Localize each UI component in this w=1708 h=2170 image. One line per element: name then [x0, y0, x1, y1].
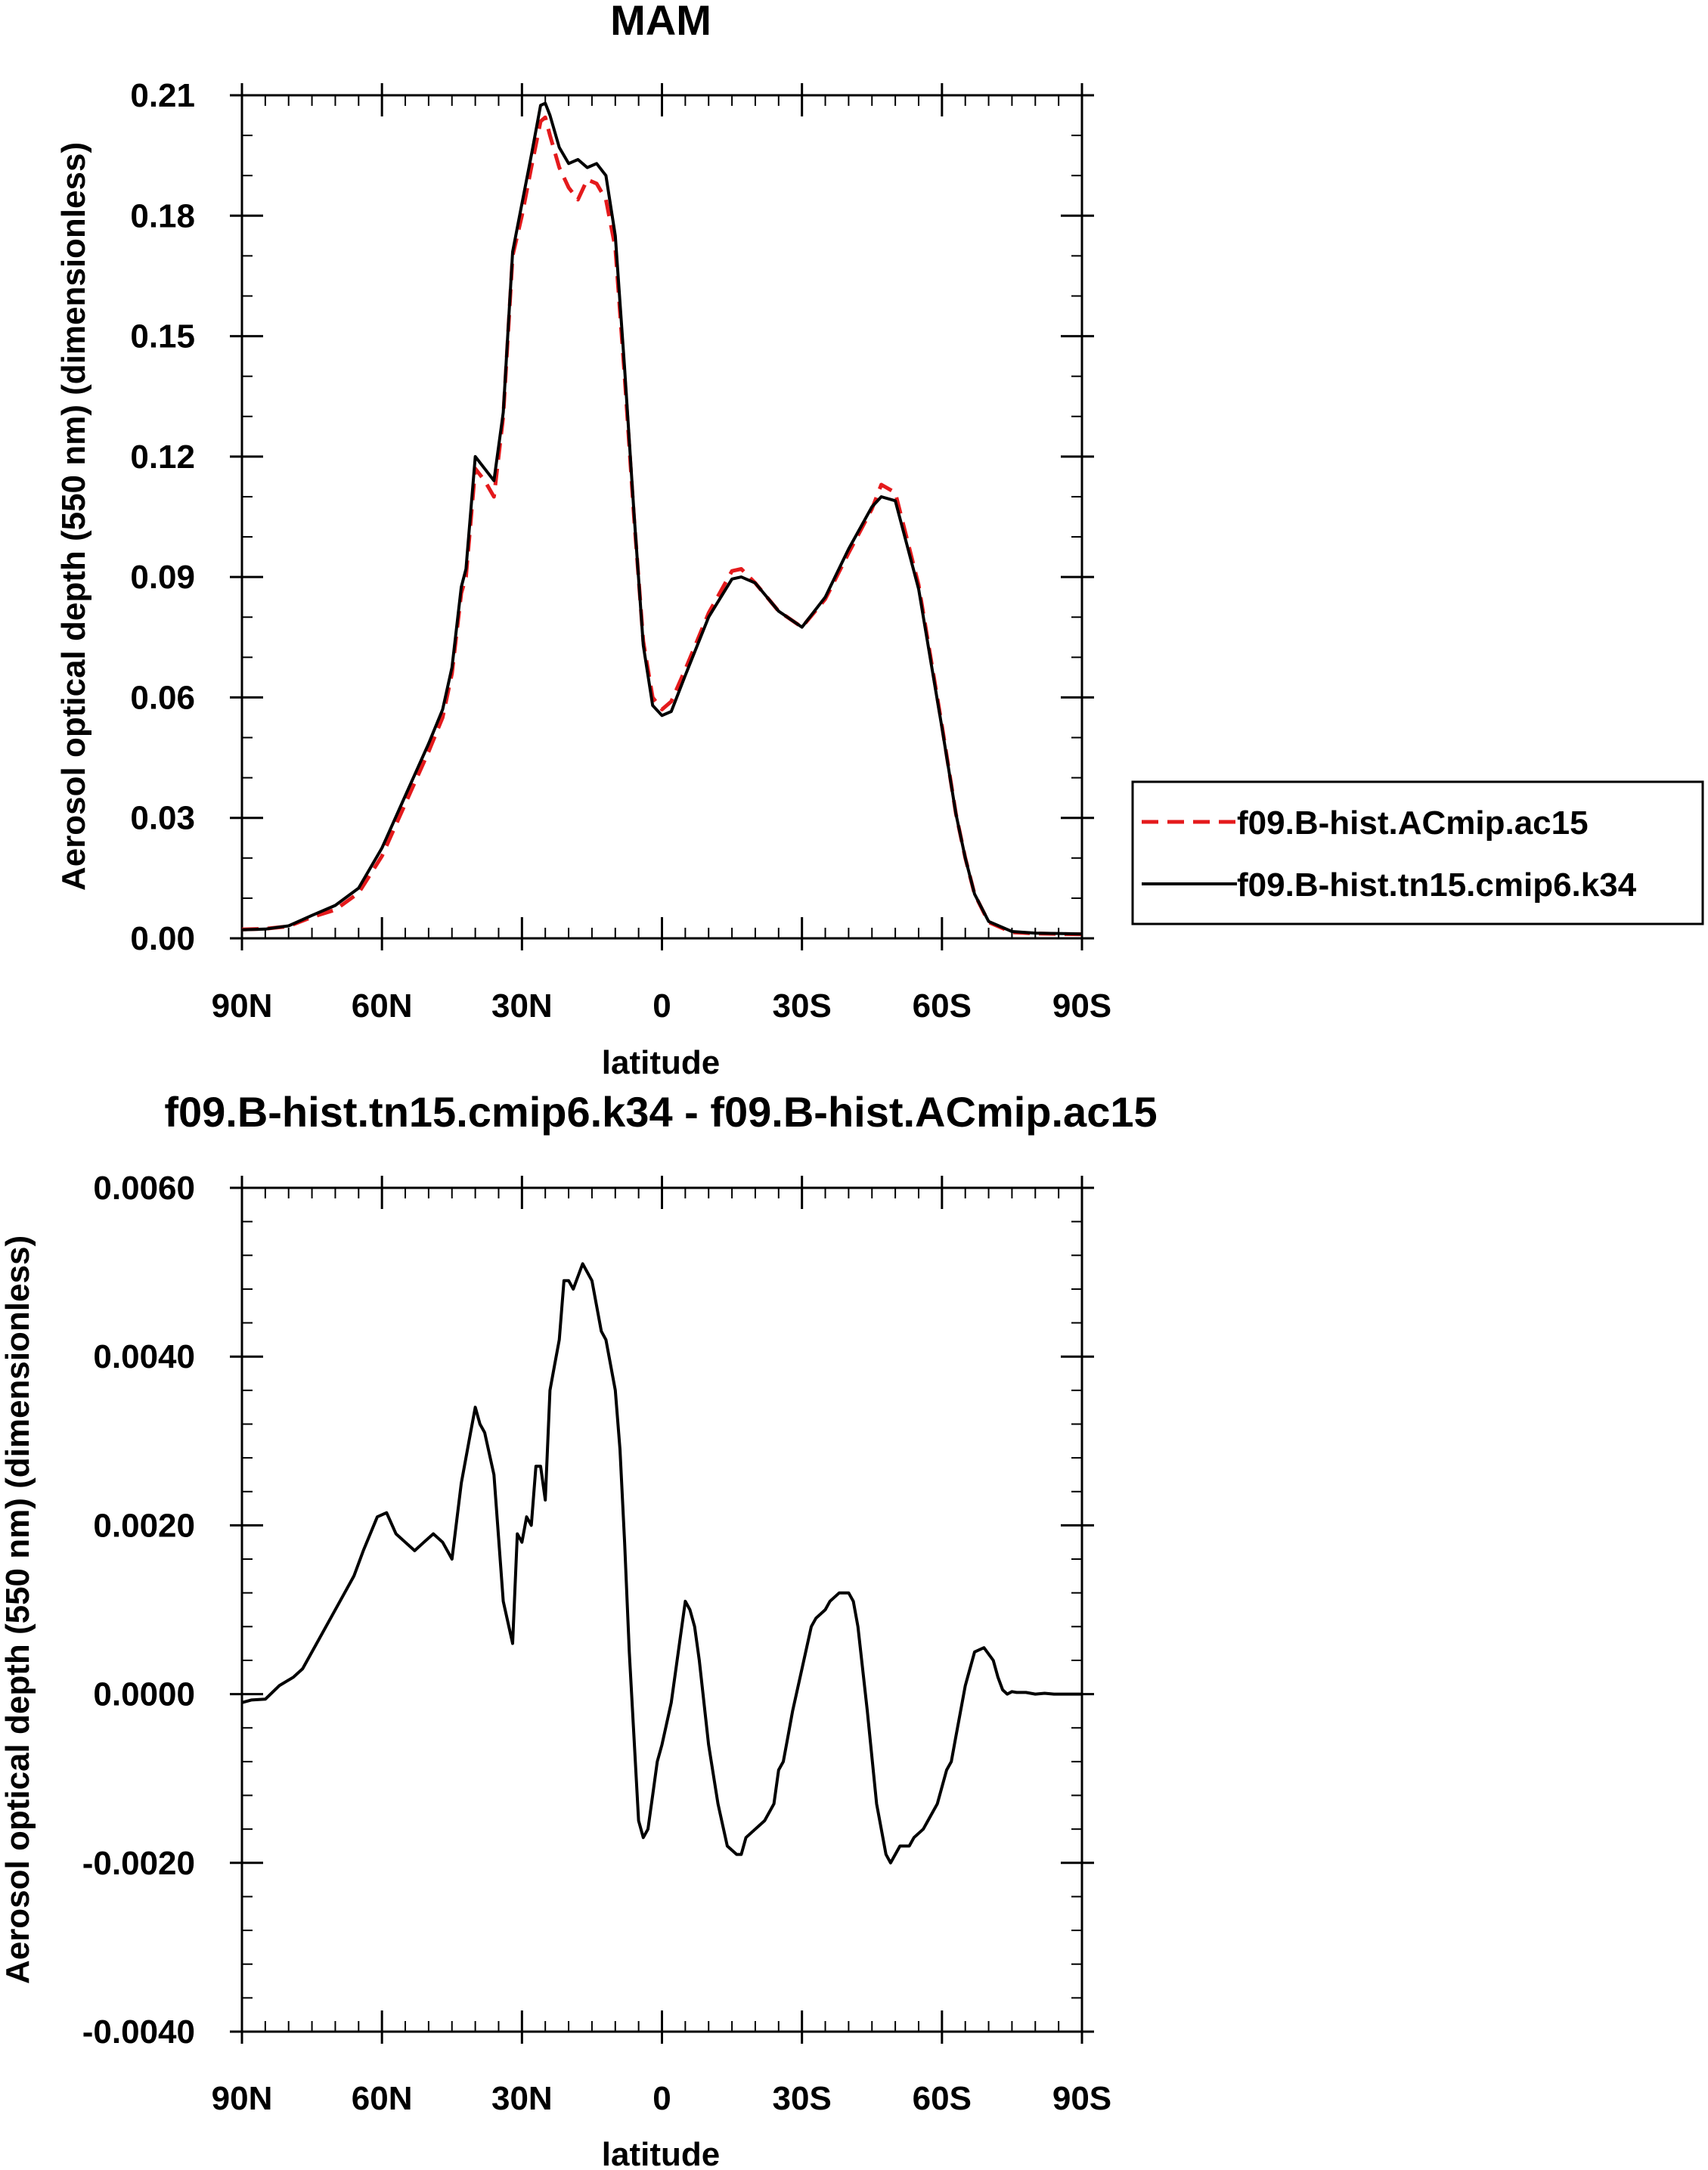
y-tick-label: 0.0060: [93, 1170, 195, 1207]
series-line-control: [241, 115, 1083, 937]
x-tick-label: 0: [653, 987, 671, 1025]
legend: f09.B-hist.ACmip.ac15 f09.B-hist.tn15.cm…: [1131, 780, 1704, 925]
series-lines: [241, 1262, 1082, 1865]
y-tick-label: -0.0020: [82, 1845, 195, 1882]
x-tick-label: 90N: [212, 2080, 273, 2117]
y-tick-label: 0.0000: [93, 1676, 195, 1713]
x-tick-label: 90N: [212, 987, 273, 1025]
y-tick-labels: 0.00 0.03 0.06 0.09 0.12 0.15 0.18 0.21: [130, 77, 195, 957]
series-line-test: [241, 101, 1083, 936]
x-tick-label: 0: [653, 2080, 671, 2117]
y-tick-labels: -0.0040 -0.0020 0.0000 0.0020 0.0040 0.0060: [82, 1170, 195, 2051]
x-tick-label: 60N: [352, 2080, 413, 2117]
x-tick-label: 60N: [352, 987, 413, 1025]
y-tick-label: 0.06: [130, 679, 195, 716]
x-tick-labels: 90N 60N 30N 0 30S 60S 90S: [212, 987, 1112, 1025]
y-axis-label: Aerosol optical depth (550 nm) (dimensio…: [0, 1235, 36, 1984]
y-tick-label: -0.0040: [82, 2013, 195, 2051]
chart-difference: f09.B-hist.tn15.cmip6.k34 - f09.B-hist.A…: [0, 1088, 1158, 2170]
chart-title: MAM: [610, 0, 711, 44]
x-tick-label: 60S: [913, 2080, 972, 2117]
x-axis-label: latitude: [602, 2136, 720, 2170]
tick-marks: [230, 83, 1094, 950]
y-tick-label: 0.09: [130, 559, 195, 596]
x-tick-label: 30N: [491, 987, 553, 1025]
tick-marks: [230, 1176, 1094, 2044]
x-tick-labels: 90N 60N 30N 0 30S 60S 90S: [212, 2080, 1112, 2117]
x-tick-label: 60S: [913, 987, 972, 1025]
plot-frame: [240, 1186, 1083, 2033]
y-tick-label: 0.18: [130, 197, 195, 234]
y-tick-label: 0.15: [130, 318, 195, 355]
legend-box: [1131, 780, 1704, 925]
legend-entry-control: f09.B-hist.ACmip.ac15: [1237, 804, 1589, 842]
x-tick-label: 30N: [491, 2080, 553, 2117]
x-tick-label: 30S: [773, 2080, 832, 2117]
x-tick-label: 90S: [1052, 987, 1111, 1025]
chart-mam: MAM 0.00 0.03 0.06 0.09 0.12 0.15 0.18 0.21 90N…: [55, 0, 1704, 1081]
y-tick-label: 0.12: [130, 439, 195, 476]
y-tick-label: 0.0020: [93, 1507, 195, 1544]
chart-title: f09.B-hist.tn15.cmip6.k34 - f09.B-hist.A…: [164, 1088, 1157, 1136]
x-tick-label: 30S: [773, 987, 832, 1025]
series-line-test: [241, 1262, 1082, 1865]
y-tick-label: 0.0040: [93, 1338, 195, 1375]
legend-entry-test: f09.B-hist.tn15.cmip6.k34: [1237, 866, 1637, 904]
y-tick-label: 0.03: [130, 800, 195, 837]
series-lines: [241, 101, 1083, 937]
y-tick-label: 0.21: [130, 77, 195, 114]
x-tick-label: 90S: [1052, 2080, 1111, 2117]
y-axis-label: Aerosol optical depth (550 nm) (dimensio…: [55, 142, 92, 891]
x-axis-label: latitude: [602, 1044, 720, 1081]
y-tick-label: 0.00: [130, 920, 195, 957]
